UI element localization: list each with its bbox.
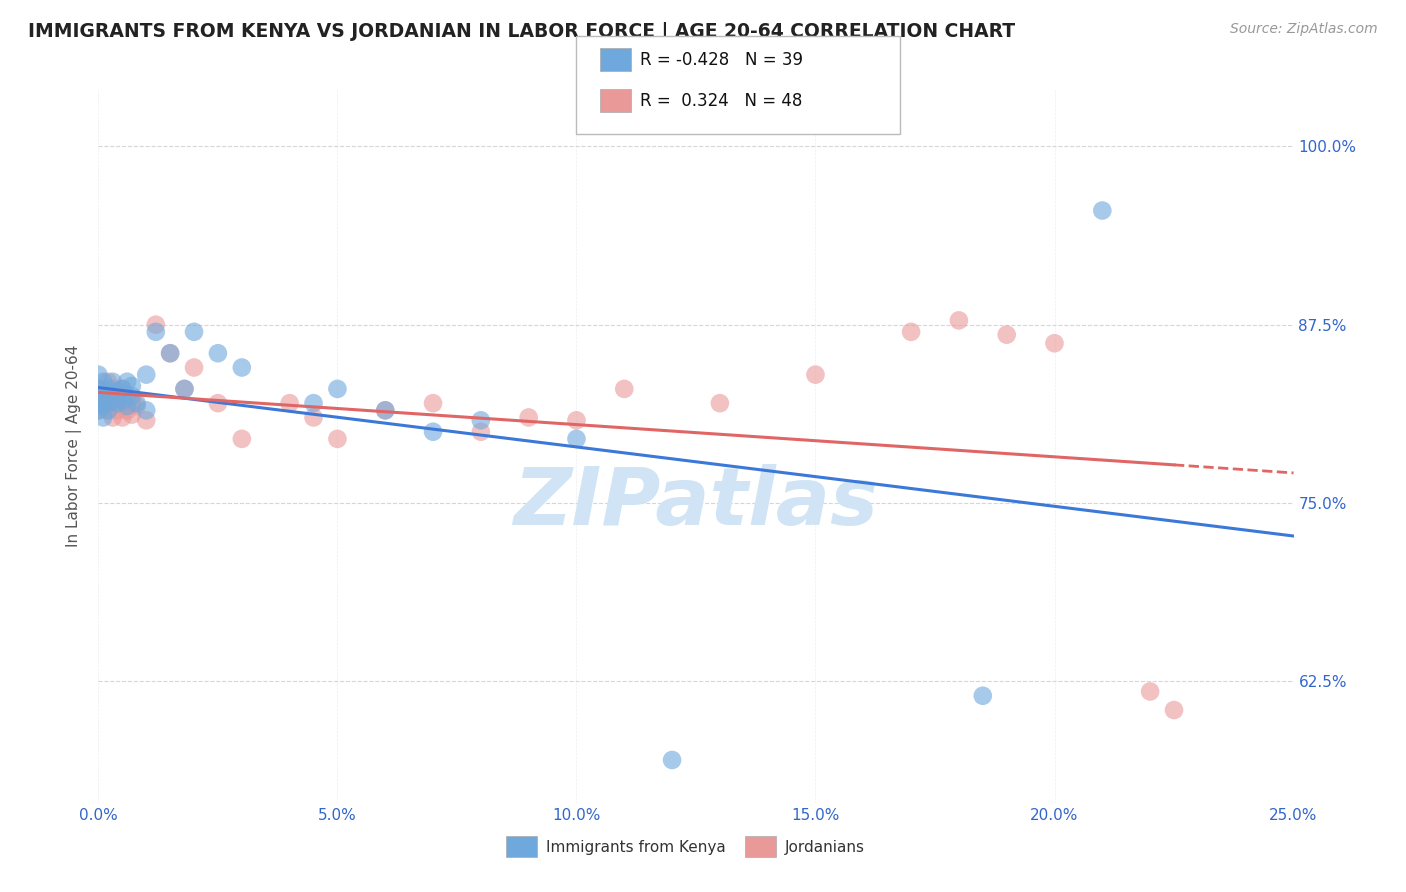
- Point: [101, 375, 124, 389]
- Point: [101, 396, 124, 410]
- Point: [972, 689, 994, 703]
- Point: [91, 396, 114, 410]
- Point: [326, 382, 349, 396]
- Point: [948, 313, 970, 327]
- Point: [91, 384, 114, 399]
- Point: [87, 368, 110, 382]
- Point: [422, 425, 444, 439]
- Point: [709, 396, 731, 410]
- Text: R =  0.324   N = 48: R = 0.324 N = 48: [640, 92, 801, 110]
- Point: [107, 389, 129, 403]
- Point: [97, 375, 120, 389]
- Point: [900, 325, 922, 339]
- Point: [173, 382, 195, 396]
- Point: [145, 325, 167, 339]
- Point: [661, 753, 683, 767]
- Point: [91, 399, 114, 413]
- Point: [87, 403, 110, 417]
- Point: [159, 346, 181, 360]
- Point: [804, 368, 827, 382]
- Point: [111, 393, 134, 408]
- Point: [87, 382, 110, 396]
- Text: Immigrants from Kenya: Immigrants from Kenya: [546, 840, 725, 855]
- Point: [1091, 203, 1114, 218]
- Point: [183, 360, 205, 375]
- Point: [101, 382, 124, 396]
- Point: [278, 396, 301, 410]
- Point: [125, 399, 148, 413]
- Point: [565, 432, 588, 446]
- Point: [374, 403, 396, 417]
- Point: [97, 403, 120, 417]
- Point: [115, 403, 138, 417]
- Point: [422, 396, 444, 410]
- Point: [101, 410, 124, 425]
- Point: [145, 318, 167, 332]
- Point: [111, 382, 134, 396]
- Text: ZIPatlas: ZIPatlas: [513, 464, 879, 542]
- Point: [121, 408, 143, 422]
- Point: [207, 396, 229, 410]
- Point: [101, 389, 124, 403]
- Point: [1139, 684, 1161, 698]
- Point: [995, 327, 1018, 342]
- Y-axis label: In Labor Force | Age 20-64: In Labor Force | Age 20-64: [66, 345, 83, 547]
- Point: [115, 389, 138, 403]
- Point: [125, 396, 148, 410]
- Point: [91, 375, 114, 389]
- Point: [87, 382, 110, 396]
- Point: [97, 396, 120, 410]
- Point: [302, 410, 325, 425]
- Point: [107, 396, 129, 410]
- Point: [374, 403, 396, 417]
- Point: [87, 403, 110, 417]
- Text: IMMIGRANTS FROM KENYA VS JORDANIAN IN LABOR FORCE | AGE 20-64 CORRELATION CHART: IMMIGRANTS FROM KENYA VS JORDANIAN IN LA…: [28, 22, 1015, 42]
- Point: [135, 403, 157, 417]
- Point: [97, 389, 120, 403]
- Point: [115, 375, 138, 389]
- Point: [173, 382, 195, 396]
- Point: [111, 396, 134, 410]
- Point: [231, 432, 253, 446]
- Point: [121, 396, 143, 410]
- Point: [87, 389, 110, 403]
- Point: [207, 346, 229, 360]
- Point: [517, 410, 540, 425]
- Point: [115, 399, 138, 413]
- Point: [107, 384, 129, 399]
- Point: [470, 413, 492, 427]
- Point: [135, 413, 157, 427]
- Text: R = -0.428   N = 39: R = -0.428 N = 39: [640, 51, 803, 69]
- Point: [91, 410, 114, 425]
- Point: [1163, 703, 1185, 717]
- Point: [91, 393, 114, 408]
- Point: [326, 432, 349, 446]
- Point: [135, 368, 157, 382]
- Text: Source: ZipAtlas.com: Source: ZipAtlas.com: [1230, 22, 1378, 37]
- Point: [121, 389, 143, 403]
- Point: [302, 396, 325, 410]
- Point: [87, 396, 110, 410]
- Point: [470, 425, 492, 439]
- Point: [107, 403, 129, 417]
- Point: [97, 382, 120, 396]
- Point: [121, 379, 143, 393]
- Point: [565, 413, 588, 427]
- Point: [97, 396, 120, 410]
- Text: Jordanians: Jordanians: [785, 840, 865, 855]
- Point: [613, 382, 636, 396]
- Point: [97, 403, 120, 417]
- Point: [111, 410, 134, 425]
- Point: [1043, 336, 1066, 351]
- Point: [183, 325, 205, 339]
- Point: [159, 346, 181, 360]
- Point: [91, 389, 114, 403]
- Point: [231, 360, 253, 375]
- Point: [111, 382, 134, 396]
- Point: [87, 396, 110, 410]
